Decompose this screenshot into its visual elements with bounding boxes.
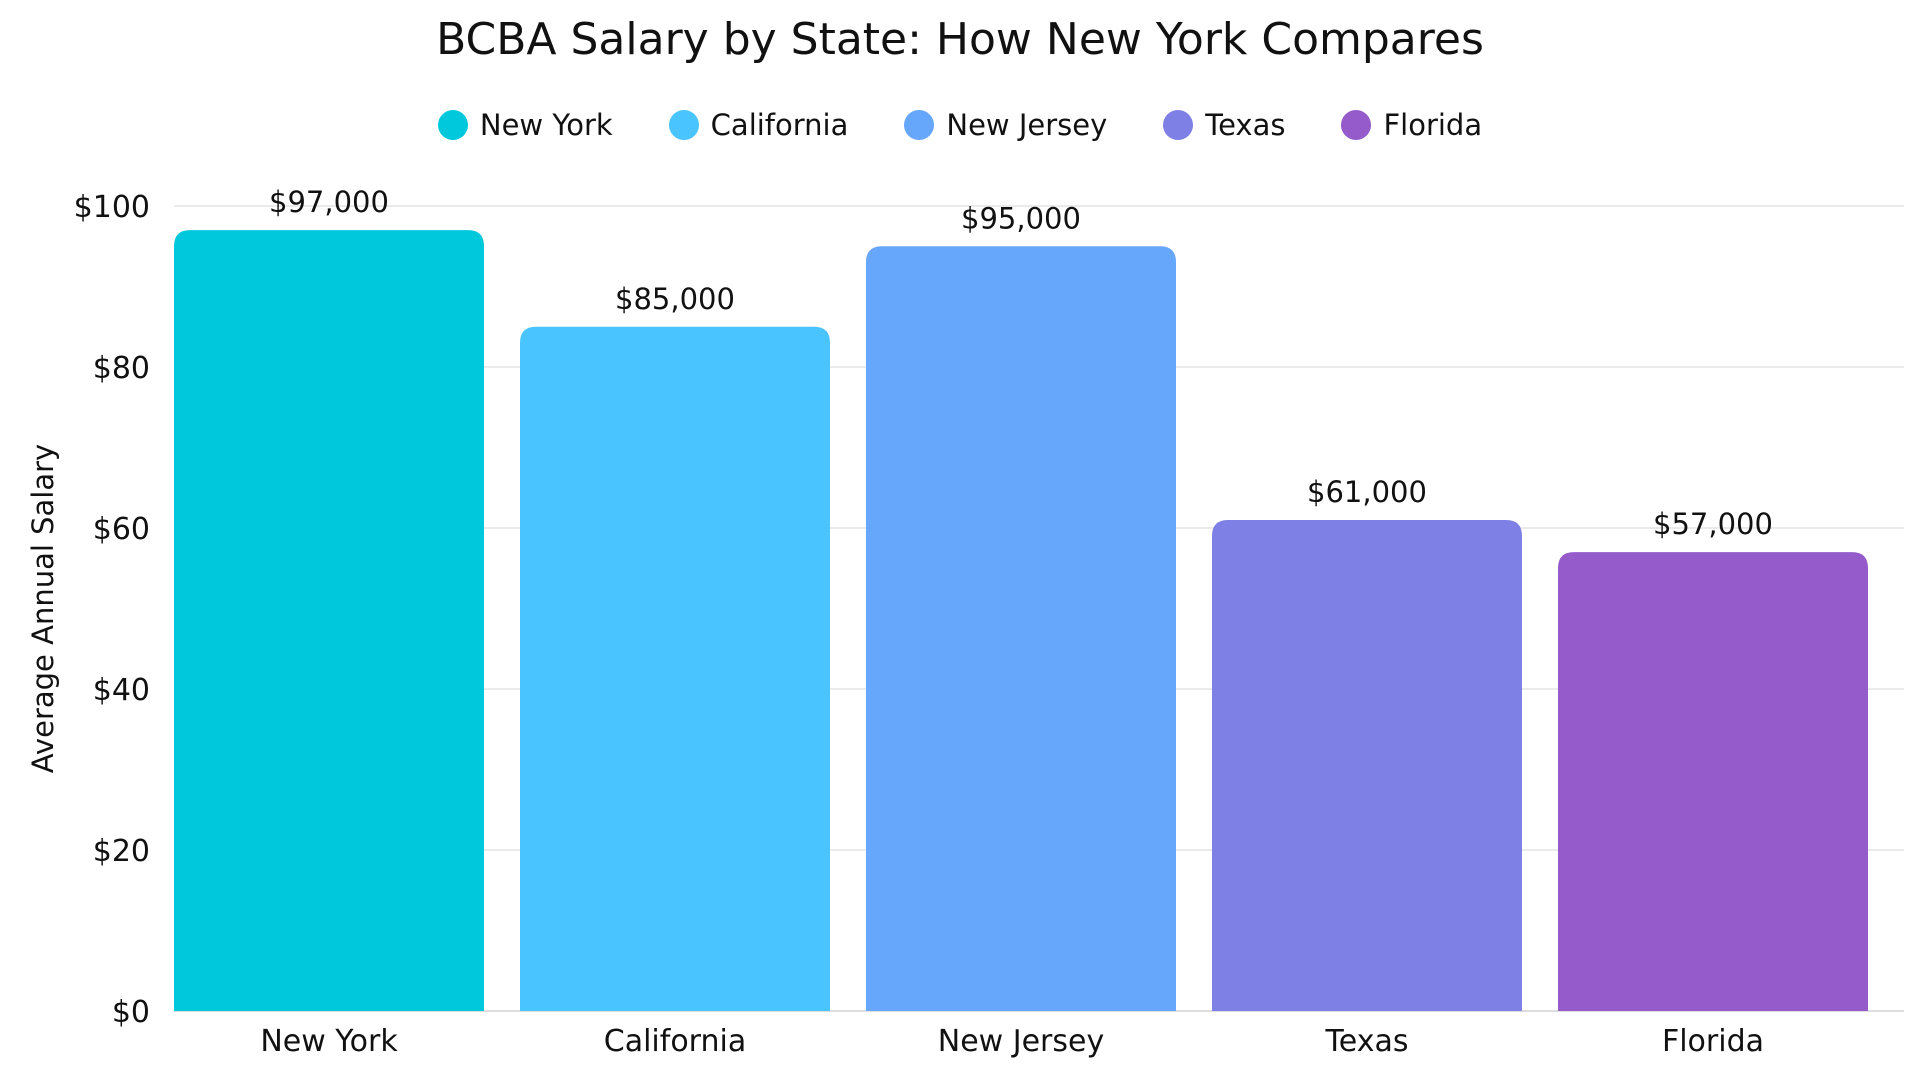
y-tick-label: $60 [93, 512, 150, 547]
chart-title: BCBA Salary by State: How New York Compa… [436, 14, 1484, 65]
y-tick-label: $100 [74, 190, 150, 225]
x-tick-label: New York [260, 1024, 398, 1059]
bar [1558, 552, 1868, 1011]
data-label: $57,000 [1653, 507, 1773, 541]
bar [1212, 519, 1522, 1011]
y-tick-label: $0 [112, 995, 150, 1030]
legend-item: New Jersey [904, 108, 1107, 142]
legend-item: New York [437, 108, 613, 142]
legend-swatch [668, 110, 699, 140]
legend-swatch [1163, 110, 1194, 140]
bar [520, 326, 830, 1011]
legend-swatch [904, 110, 935, 140]
legend-label: New Jersey [946, 108, 1108, 142]
x-tick-label: New Jersey [938, 1024, 1104, 1059]
data-label: $85,000 [615, 282, 735, 316]
y-tick-label: $80 [93, 351, 150, 386]
legend-label: New York [479, 108, 613, 142]
legend-swatch [1341, 110, 1372, 140]
x-tick-label: Florida [1662, 1024, 1764, 1059]
bar [174, 230, 484, 1011]
data-label: $95,000 [961, 201, 1081, 235]
x-tick-label: California [604, 1024, 746, 1059]
legend-label: Florida [1383, 108, 1483, 142]
bar [866, 246, 1176, 1011]
y-tick-label: $40 [93, 673, 150, 708]
legend-item: Texas [1163, 108, 1285, 142]
y-axis-label: Average Annual Salary [26, 444, 60, 773]
legend-item: California [668, 108, 849, 142]
legend-item: Florida [1341, 108, 1482, 142]
legend-swatch [437, 110, 468, 140]
chart-legend: New York California New Jersey Texas Florida [0, 108, 1920, 142]
data-label: $61,000 [1307, 475, 1427, 509]
data-label: $97,000 [269, 185, 389, 219]
y-tick-label: $20 [93, 834, 150, 869]
legend-label: California [710, 108, 849, 142]
legend-label: Texas [1205, 108, 1286, 142]
x-tick-label: Texas [1325, 1024, 1409, 1059]
